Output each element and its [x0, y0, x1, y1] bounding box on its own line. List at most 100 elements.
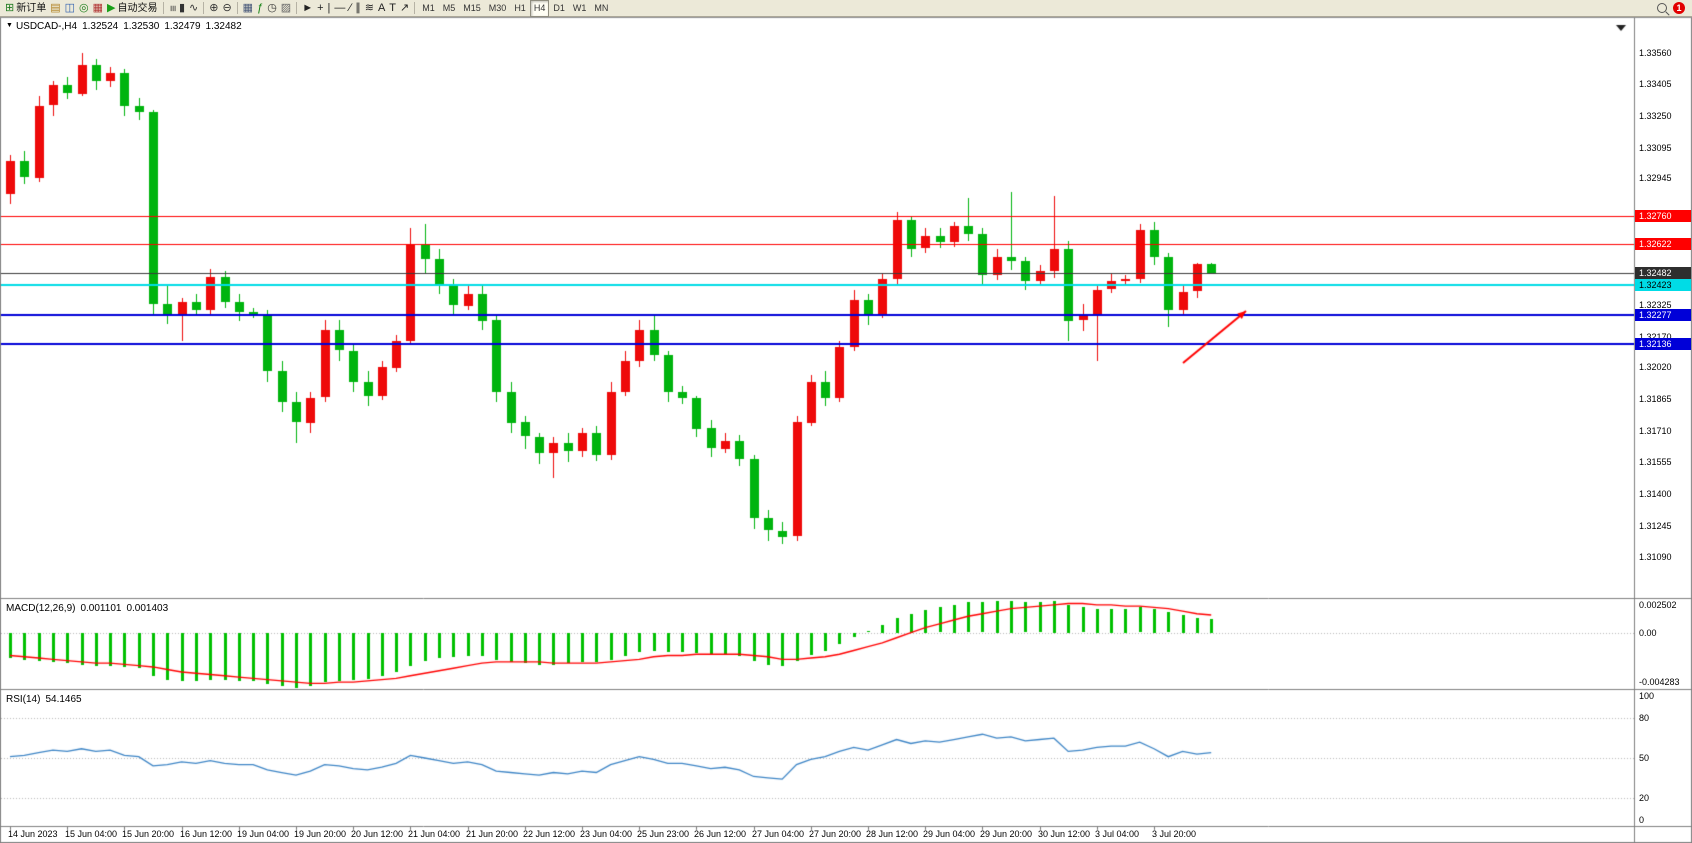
- periods-icon: ◷: [267, 1, 277, 14]
- macd-axis-label: -0.004283: [1639, 677, 1680, 687]
- zoom-in-icon[interactable]: ⊕: [207, 1, 220, 16]
- ohlc-open: 1.32524: [82, 21, 119, 32]
- rsi-axis-label: 80: [1639, 713, 1650, 723]
- new-order-icon: ⊞: [5, 1, 15, 14]
- toolbar-separator: [414, 2, 416, 14]
- search-icon: [1657, 3, 1667, 13]
- cursor-icon[interactable]: ►: [300, 1, 315, 16]
- timeframe-w1[interactable]: W1: [572, 2, 587, 13]
- price-axis-label: 1.31090: [1639, 552, 1672, 562]
- market-watch-icon[interactable]: ▤: [48, 1, 62, 16]
- timeframe-m1[interactable]: M1: [422, 2, 435, 13]
- new-order-icon[interactable]: ⊞ 新订单: [3, 1, 48, 16]
- timeframe-d1[interactable]: D1: [553, 2, 565, 13]
- horizontal-line-icon[interactable]: —: [332, 1, 347, 16]
- time-axis-label: 15 Jun 04:00: [65, 829, 118, 839]
- navigator-icon: ◎: [79, 1, 89, 14]
- cursor-icon: ►: [302, 1, 314, 14]
- data-window-icon[interactable]: ◫: [63, 1, 77, 16]
- price-badge: 1.32760: [1635, 210, 1691, 222]
- timeframe-h4[interactable]: H4: [529, 0, 550, 17]
- indicators-icon[interactable]: ƒ: [255, 1, 265, 16]
- time-axis-label: 26 Jun 12:00: [694, 829, 747, 839]
- price-axis-label: 1.33405: [1639, 79, 1672, 89]
- zoom-out-icon[interactable]: ⊖: [220, 1, 233, 16]
- crosshair-icon[interactable]: +: [315, 1, 325, 16]
- search-icon[interactable]: [1655, 1, 1669, 16]
- chart-title: ▼ USDCAD-,H4 1.32524 1.32530 1.32479 1.32482: [6, 21, 242, 32]
- new-order-icon-label: 新订单: [16, 2, 47, 14]
- periods-icon[interactable]: ◷: [265, 1, 279, 16]
- timeframe-m30[interactable]: M30: [488, 2, 507, 13]
- crosshair-icon: +: [317, 1, 324, 14]
- ohlc-high: 1.32530: [123, 21, 160, 32]
- macd-name: MACD(12,26,9): [6, 603, 76, 614]
- price-axis-label: 1.31555: [1639, 457, 1672, 467]
- price-axis-label: 1.32325: [1639, 300, 1672, 310]
- fibonacci-icon: ≋: [364, 1, 374, 14]
- price-axis-label: 1.31710: [1639, 426, 1672, 436]
- tile-windows-icon: ▦: [242, 1, 254, 14]
- bar-chart-icon[interactable]: ≡: [166, 1, 179, 16]
- zoom-in-icon: ⊕: [209, 1, 219, 14]
- price-axis-label: 1.33095: [1639, 143, 1672, 153]
- toolbar-separator: [296, 2, 298, 14]
- trendline-icon[interactable]: ∕: [347, 1, 353, 16]
- text-icon: A: [377, 1, 386, 14]
- macd-main-value: 0.001101: [80, 603, 122, 614]
- time-axis-label: 27 Jun 04:00: [752, 829, 805, 839]
- terminal-icon[interactable]: ▦: [91, 1, 105, 16]
- chart-menu-icon[interactable]: ▼: [6, 22, 13, 29]
- timeframe-m15[interactable]: M15: [463, 2, 481, 13]
- channel-icon: ∥: [355, 1, 361, 14]
- price-badge: 1.32423: [1635, 279, 1691, 291]
- price-axis-label: 1.32170: [1639, 332, 1672, 342]
- templates-icon: ▨: [280, 1, 292, 14]
- time-axis-label: 21 Jun 04:00: [408, 829, 461, 839]
- price-badge: 1.32622: [1635, 238, 1691, 250]
- channel-icon[interactable]: ∥: [353, 1, 363, 16]
- macd-axis-label: 0.00: [1639, 628, 1657, 638]
- text-label-icon: T: [389, 1, 397, 14]
- autotrading-icon[interactable]: ▶ 自动交易: [105, 1, 159, 16]
- toolbar-separator: [203, 2, 205, 14]
- zoom-out-icon: ⊖: [222, 1, 232, 14]
- time-axis-label: 19 Jun 04:00: [237, 829, 290, 839]
- navigator-icon[interactable]: ◎: [77, 1, 91, 16]
- rsi-name: RSI(14): [6, 694, 41, 705]
- time-axis-label: 25 Jun 23:00: [637, 829, 690, 839]
- rsi-axis-label: 20: [1639, 793, 1650, 803]
- horizontal-line-icon: —: [334, 1, 346, 14]
- tile-windows-icon[interactable]: ▦: [241, 1, 255, 16]
- time-axis-label: 30 Jun 12:00: [1038, 829, 1091, 839]
- text-icon[interactable]: A: [376, 1, 387, 16]
- trendline-icon: ∕: [349, 1, 352, 14]
- price-axis-label: 1.31865: [1639, 394, 1672, 404]
- text-label-icon[interactable]: T: [387, 1, 398, 16]
- timeframe-mn[interactable]: MN: [594, 2, 609, 13]
- timeframe-h1[interactable]: H1: [514, 2, 526, 13]
- templates-icon[interactable]: ▨: [279, 1, 293, 16]
- rsi-value: 54.1465: [45, 694, 82, 705]
- ohlc-close: 1.32482: [205, 21, 242, 32]
- timeframe-m5[interactable]: M5: [442, 2, 456, 13]
- time-axis-label: 16 Jun 12:00: [180, 829, 233, 839]
- arrows-icon[interactable]: ↗: [398, 1, 411, 16]
- market-watch-icon: ▤: [50, 1, 61, 14]
- fibonacci-icon[interactable]: ≋: [363, 1, 376, 16]
- candlestick-chart-icon[interactable]: ▮: [177, 1, 187, 16]
- price-axis-label: 1.32020: [1639, 362, 1672, 372]
- data-window-icon: ◫: [64, 1, 76, 14]
- time-axis-label: 3 Jul 20:00: [1152, 829, 1197, 839]
- arrows-icon: ↗: [400, 1, 410, 14]
- vertical-line-icon: |: [327, 1, 331, 14]
- symbol-period-label: USDCAD-,H4: [15, 21, 78, 32]
- price-badge: 1.32136: [1635, 338, 1691, 350]
- notification-badge[interactable]: 1: [1673, 2, 1685, 14]
- macd-axis-label: 0.002502: [1639, 600, 1677, 610]
- bar-chart-icon: ≡: [166, 4, 179, 12]
- line-chart-icon[interactable]: ∿: [187, 1, 200, 16]
- vertical-line-icon[interactable]: |: [326, 1, 333, 16]
- time-axis-label: 21 Jun 20:00: [466, 829, 519, 839]
